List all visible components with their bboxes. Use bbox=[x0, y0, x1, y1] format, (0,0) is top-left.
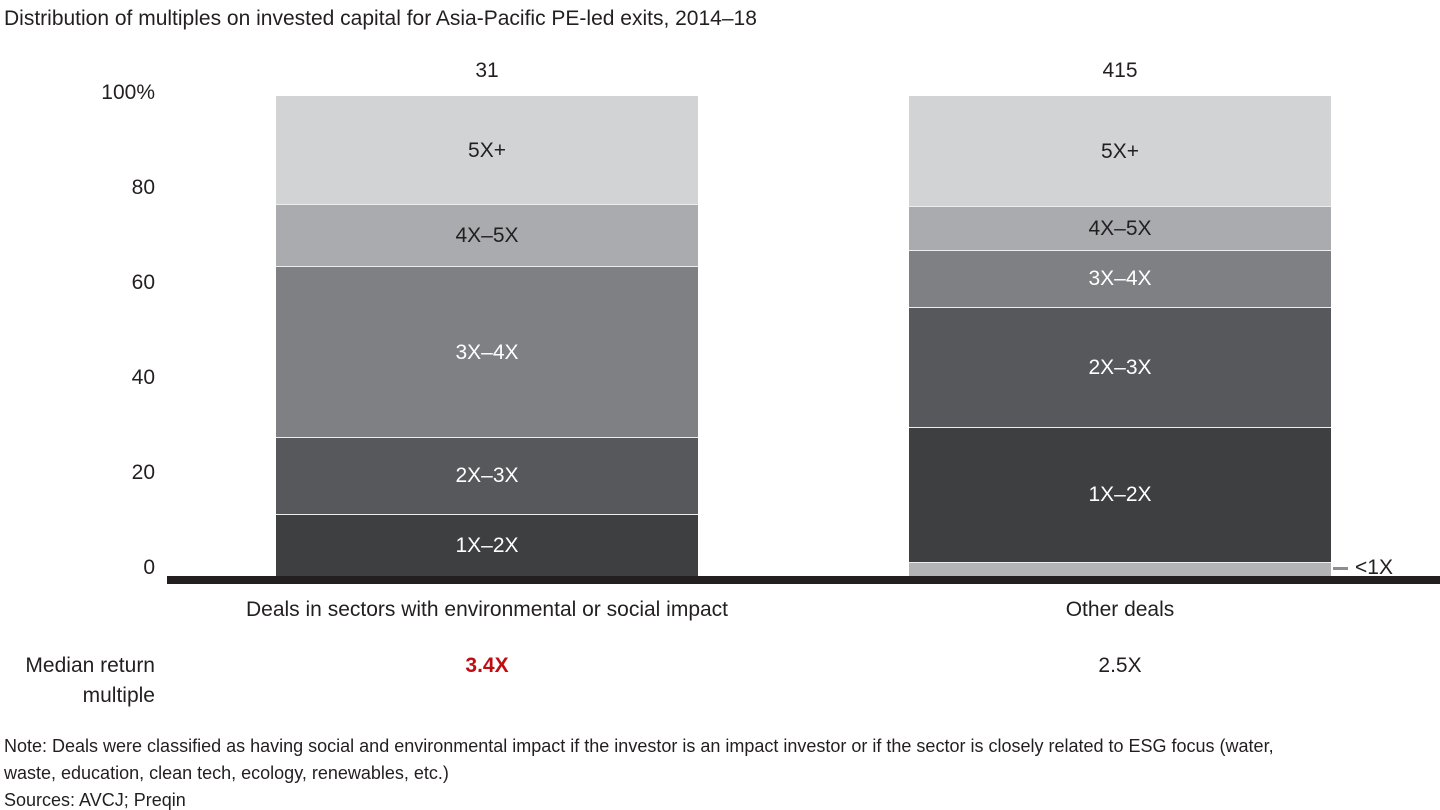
bar-total-count: 31 bbox=[475, 59, 499, 82]
x-axis-line bbox=[167, 576, 1440, 584]
segment-label: 2X–3X bbox=[455, 464, 519, 488]
y-axis-tick: 0 bbox=[143, 556, 155, 579]
y-axis-tick: 40 bbox=[131, 366, 155, 389]
y-axis-tick: 100% bbox=[101, 81, 155, 104]
sources-line: Sources: AVCJ; Preqin bbox=[4, 790, 186, 810]
bar-total-count: 415 bbox=[1102, 59, 1138, 82]
bar-segment bbox=[909, 561, 1331, 576]
segment-label: 4X–5X bbox=[1088, 216, 1152, 240]
y-axis-tick: 80 bbox=[131, 176, 155, 199]
segment-label: 5X+ bbox=[468, 138, 506, 162]
chart-title: Distribution of multiples on invested ca… bbox=[4, 7, 757, 30]
bar-segment: 2X–3X bbox=[909, 307, 1331, 428]
bar-segment: 3X–4X bbox=[276, 266, 698, 437]
bar-segment: 5X+ bbox=[909, 96, 1331, 207]
median-return-value: 3.4X bbox=[465, 654, 509, 677]
bar-segment: 2X–3X bbox=[276, 436, 698, 515]
median-return-value: 2.5X bbox=[1098, 654, 1142, 677]
bar-segment: 4X–5X bbox=[909, 206, 1331, 250]
segment-label: 4X–5X bbox=[455, 224, 519, 248]
median-row-label: Median return multiple bbox=[0, 651, 155, 711]
lt1x-callout-label: <1X bbox=[1355, 556, 1393, 579]
segment-label: 1X–2X bbox=[455, 533, 519, 557]
bar-segment: 1X–2X bbox=[909, 427, 1331, 562]
bar-segment: 5X+ bbox=[276, 96, 698, 205]
y-axis-tick: 20 bbox=[131, 461, 155, 484]
segment-label: 3X–4X bbox=[1088, 267, 1152, 291]
note-line-1: Note: Deals were classified as having so… bbox=[4, 736, 1274, 756]
segment-label: 1X–2X bbox=[1088, 483, 1152, 507]
bar-segment: 1X–2X bbox=[276, 514, 698, 576]
stacked-bar: 5X+ 4X–5X 3X–4X 2X–3X 1X–2X bbox=[909, 96, 1331, 576]
segment-label: 2X–3X bbox=[1088, 356, 1152, 380]
bar-segment: 3X–4X bbox=[909, 249, 1331, 308]
y-axis-tick: 60 bbox=[131, 271, 155, 294]
lt1x-callout-line bbox=[1333, 567, 1348, 570]
median-row-label-line1: Median return bbox=[25, 654, 155, 677]
category-label: Deals in sectors with environmental or s… bbox=[245, 598, 729, 621]
bar-segment: 4X–5X bbox=[276, 204, 698, 267]
note-line-2: waste, education, clean tech, ecology, r… bbox=[4, 763, 449, 783]
median-row-label-line2: multiple bbox=[82, 684, 155, 707]
category-label: Other deals bbox=[1065, 598, 1175, 621]
stacked-bar: 5X+ 4X–5X 3X–4X 2X–3X 1X–2X bbox=[276, 96, 698, 576]
segment-label: 5X+ bbox=[1101, 139, 1139, 163]
segment-label: 3X–4X bbox=[455, 340, 519, 364]
